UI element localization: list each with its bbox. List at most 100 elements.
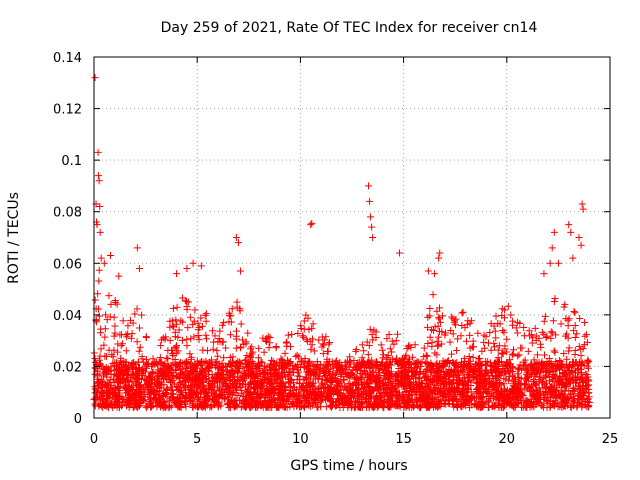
data-point (263, 379, 271, 387)
data-point (384, 396, 392, 404)
data-point (490, 360, 498, 368)
data-point (406, 384, 414, 392)
data-point (131, 310, 139, 318)
outlier-point (96, 203, 104, 211)
y-tick-label: 0 (74, 412, 82, 427)
data-point (404, 394, 412, 402)
data-point (175, 394, 183, 402)
data-point (509, 371, 517, 379)
data-point (453, 367, 461, 375)
data-point (343, 357, 351, 365)
data-point (100, 341, 108, 349)
data-point (283, 356, 291, 364)
data-point (169, 304, 177, 312)
data-point (521, 386, 529, 394)
data-point (174, 397, 182, 405)
data-point (490, 343, 498, 351)
data-point (135, 324, 143, 332)
data-point (352, 347, 360, 355)
data-point (377, 341, 385, 349)
data-point (208, 386, 216, 394)
data-point (178, 336, 186, 344)
data-point (550, 385, 558, 393)
data-point (210, 390, 218, 398)
data-point (375, 377, 383, 385)
x-tick-label: 10 (292, 432, 309, 447)
data-point (114, 377, 122, 385)
data-point (525, 377, 533, 385)
data-point (255, 344, 263, 352)
data-point (318, 343, 326, 351)
data-point (304, 400, 312, 408)
data-point (164, 346, 172, 354)
data-point (277, 355, 285, 363)
data-point (575, 364, 583, 372)
data-point (416, 359, 424, 367)
data-point (540, 317, 548, 325)
data-point (177, 317, 185, 325)
data-point (326, 397, 334, 405)
data-point (401, 375, 409, 383)
data-point (335, 381, 343, 389)
data-point (452, 401, 460, 409)
data-point (544, 393, 552, 401)
data-point (232, 401, 240, 409)
data-point (300, 317, 308, 325)
data-point (531, 324, 539, 332)
data-point (256, 399, 264, 407)
data-point (130, 374, 138, 382)
data-point (277, 386, 285, 394)
data-point (233, 402, 241, 410)
data-point (571, 366, 579, 374)
data-point (284, 331, 292, 339)
data-point (469, 353, 477, 361)
data-point (489, 402, 497, 410)
data-point (293, 401, 301, 409)
data-point (574, 402, 582, 410)
data-point (286, 362, 294, 370)
data-point (277, 394, 285, 402)
data-point (373, 403, 381, 411)
data-point (235, 365, 243, 373)
data-point (515, 373, 523, 381)
data-point (386, 345, 394, 353)
data-point (282, 384, 290, 392)
data-point (386, 402, 394, 410)
outlier-point (95, 177, 103, 185)
data-point (126, 316, 134, 324)
data-point (184, 298, 192, 306)
data-point (219, 338, 227, 346)
data-point (159, 391, 167, 399)
data-point (243, 372, 251, 380)
data-point (278, 356, 286, 364)
data-point (577, 374, 585, 382)
data-point (532, 399, 540, 407)
data-point (471, 400, 479, 408)
data-point (566, 363, 574, 371)
data-point (582, 331, 590, 339)
data-point (438, 389, 446, 397)
data-point (183, 305, 191, 313)
data-point (525, 327, 533, 335)
data-point (290, 383, 298, 391)
data-point (174, 361, 182, 369)
outlier-point (548, 244, 556, 252)
data-point (175, 385, 183, 393)
data-point (132, 390, 140, 398)
data-point (491, 327, 499, 335)
data-point (220, 319, 228, 327)
data-point (303, 394, 311, 402)
data-point (254, 400, 262, 408)
data-point (526, 386, 534, 394)
data-point (261, 397, 269, 405)
data-point (577, 345, 585, 353)
data-point (198, 399, 206, 407)
data-point (420, 344, 428, 352)
data-point (503, 335, 511, 343)
data-point (166, 337, 174, 345)
y-tick-label: 0.04 (53, 309, 82, 324)
outlier-point (554, 259, 562, 267)
outlier-point (115, 272, 123, 280)
data-point (227, 312, 235, 320)
data-point (107, 384, 115, 392)
